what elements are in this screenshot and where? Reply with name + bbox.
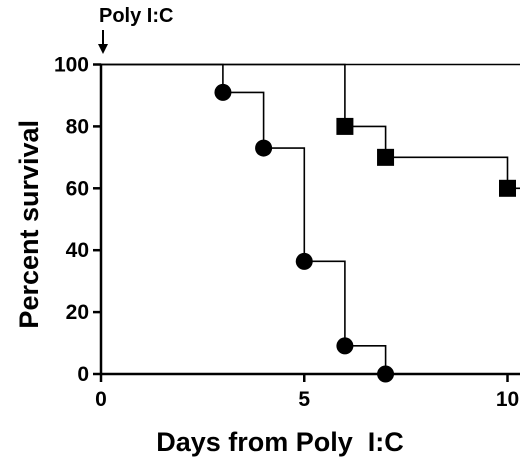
poly-ic-annotation: Poly I:C: [99, 5, 173, 27]
annotation-layer: Poly I:C: [98, 5, 173, 54]
axes: 0 20 40 60 80 100 0 5 10: [54, 54, 520, 411]
x-tick-label: 5: [298, 388, 310, 411]
y-tick-label: 0: [77, 363, 89, 386]
series-2-point: [214, 83, 232, 101]
series-1-line: [101, 63, 520, 190]
series-layer: [101, 63, 520, 383]
series-1-point: [499, 179, 516, 197]
series-2-point: [377, 365, 395, 383]
series-1-point: [336, 117, 354, 135]
y-tick-label: 80: [66, 115, 89, 138]
x-tick-label: 0: [95, 388, 107, 411]
series-2-point: [295, 252, 313, 270]
series-2-point: [255, 139, 273, 157]
annotation-arrow-head: [98, 44, 108, 54]
y-tick-label: 100: [54, 54, 89, 77]
y-tick-label: 40: [66, 239, 89, 262]
series-2-line: [101, 63, 387, 374]
y-axis-label: Percent survival: [14, 120, 44, 329]
x-tick-label: 10: [496, 388, 519, 411]
x-axis-label: Days from Poly I:C: [156, 427, 404, 457]
series-2-point: [336, 337, 354, 355]
series-1-point: [377, 148, 395, 166]
y-tick-label: 60: [66, 177, 89, 200]
y-tick-label: 20: [66, 301, 89, 324]
